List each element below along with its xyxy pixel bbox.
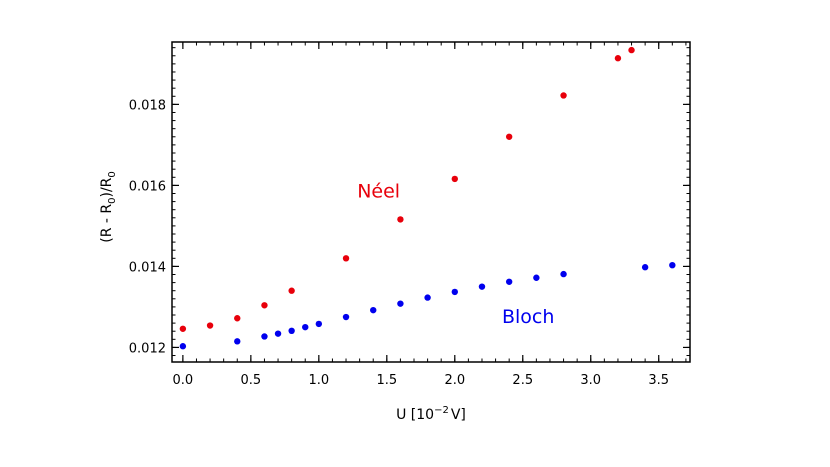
x-tick-label: 1.0 bbox=[308, 373, 329, 388]
bloch-data-point bbox=[669, 261, 676, 269]
neel-data-point bbox=[261, 302, 268, 309]
series-labels: Néel Bloch bbox=[357, 180, 554, 328]
bloch-data-point bbox=[505, 278, 513, 285]
bloch-series-label: Bloch bbox=[502, 306, 554, 328]
neel-data-point bbox=[505, 133, 513, 140]
major-ticks bbox=[172, 42, 690, 362]
y-axis-label: (R - R0)/R0 bbox=[99, 171, 118, 243]
neel-data-point bbox=[206, 322, 214, 329]
neel-data-point bbox=[451, 175, 458, 183]
bloch-data-point bbox=[315, 320, 323, 328]
bloch-data-point bbox=[451, 288, 458, 296]
x-tick-label: 2.0 bbox=[444, 373, 465, 388]
bloch-data-point bbox=[424, 294, 431, 301]
tick-labels: 0.0 0.5 1.0 1.5 2.0 2.5 3.0 3.5 0.012 0.014 0.016 0… bbox=[129, 98, 669, 388]
neel-series-label: Néel bbox=[357, 180, 400, 202]
bloch-data-point bbox=[179, 343, 187, 350]
x-axis-label: U [10−2 V] bbox=[396, 405, 466, 423]
x-tick-label: 2.5 bbox=[512, 373, 533, 388]
x-tick-label: 1.5 bbox=[376, 373, 397, 388]
bloch-data-point bbox=[641, 264, 649, 271]
neel-data-point bbox=[628, 46, 635, 54]
neel-data-point bbox=[614, 55, 622, 62]
neel-data-point bbox=[342, 255, 350, 262]
bloch-data-point bbox=[397, 300, 404, 307]
neel-data-point bbox=[234, 315, 241, 322]
bloch-data-point bbox=[533, 274, 540, 281]
x-tick-label: 0.0 bbox=[173, 373, 194, 388]
neel-data-point bbox=[179, 325, 187, 332]
plot-frame bbox=[171, 41, 691, 363]
y-tick-label: 0.014 bbox=[129, 260, 166, 275]
x-tick-label: 0.5 bbox=[241, 373, 262, 388]
neel-data-point bbox=[288, 287, 295, 294]
y-tick-label: 0.012 bbox=[129, 341, 166, 356]
minor-ticks bbox=[172, 42, 690, 362]
bloch-data-point bbox=[478, 283, 486, 290]
y-tick-label: 0.018 bbox=[129, 98, 166, 113]
bloch-data-point bbox=[261, 333, 268, 340]
bloch-data-point bbox=[342, 313, 350, 321]
bloch-data-point bbox=[274, 330, 282, 337]
bloch-data-point bbox=[288, 327, 295, 335]
x-tick-label: 3.0 bbox=[580, 373, 601, 388]
x-tick-label: 3.5 bbox=[648, 373, 669, 388]
data-points bbox=[179, 46, 676, 350]
neel-data-point bbox=[397, 216, 404, 223]
bloch-data-point bbox=[234, 338, 241, 345]
bloch-data-point bbox=[560, 270, 567, 278]
neel-data-point bbox=[560, 92, 567, 99]
bloch-data-point bbox=[302, 323, 309, 331]
y-tick-label: 0.016 bbox=[129, 179, 166, 194]
bloch-data-point bbox=[370, 306, 377, 314]
